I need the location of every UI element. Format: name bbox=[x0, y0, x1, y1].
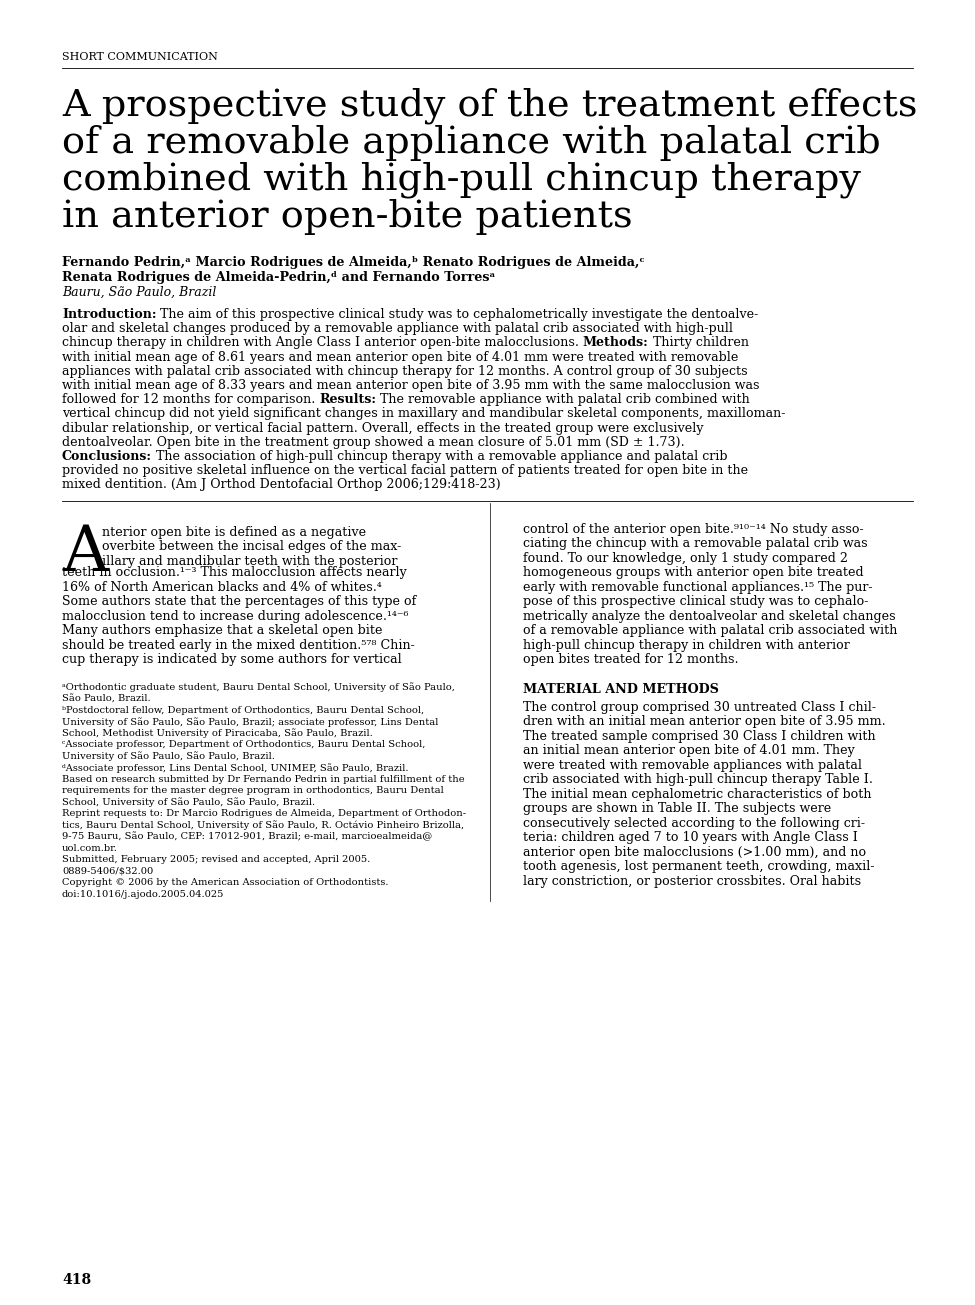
Text: Submitted, February 2005; revised and accepted, April 2005.: Submitted, February 2005; revised and ac… bbox=[62, 855, 370, 864]
Text: pose of this prospective clinical study was to cephalo-: pose of this prospective clinical study … bbox=[523, 595, 869, 608]
Text: Many authors emphasize that a skeletal open bite: Many authors emphasize that a skeletal o… bbox=[62, 624, 382, 637]
Text: combined with high-pull chincup therapy: combined with high-pull chincup therapy bbox=[62, 162, 861, 198]
Text: should be treated early in the mixed dentition.⁵⁷⁸ Chin-: should be treated early in the mixed den… bbox=[62, 638, 414, 651]
Text: illary and mandibular teeth with the posterior: illary and mandibular teeth with the pos… bbox=[102, 555, 398, 568]
Text: dren with an initial mean anterior open bite of 3.95 mm.: dren with an initial mean anterior open … bbox=[523, 715, 885, 728]
Text: crib associated with high-pull chincup therapy Table I.: crib associated with high-pull chincup t… bbox=[523, 773, 873, 786]
Text: homogeneous groups with anterior open bite treated: homogeneous groups with anterior open bi… bbox=[523, 566, 864, 579]
Text: provided no positive skeletal influence on the vertical facial pattern of patien: provided no positive skeletal influence … bbox=[62, 465, 748, 478]
Text: Copyright © 2006 by the American Association of Orthodontists.: Copyright © 2006 by the American Associa… bbox=[62, 878, 388, 887]
Text: A: A bbox=[62, 522, 108, 583]
Text: School, Methodist University of Piracicaba, São Paulo, Brazil.: School, Methodist University of Piracica… bbox=[62, 728, 372, 739]
Text: ᵈAssociate professor, Lins Dental School, UNIMEP, São Paulo, Brazil.: ᵈAssociate professor, Lins Dental School… bbox=[62, 763, 409, 773]
Text: requirements for the master degree program in orthodontics, Bauru Dental: requirements for the master degree progr… bbox=[62, 786, 444, 795]
Text: The removable appliance with palatal crib combined with: The removable appliance with palatal cri… bbox=[376, 393, 750, 406]
Text: Bauru, São Paulo, Brazil: Bauru, São Paulo, Brazil bbox=[62, 286, 216, 299]
Text: ᵇPostdoctoral fellow, Department of Orthodontics, Bauru Dental School,: ᵇPostdoctoral fellow, Department of Orth… bbox=[62, 706, 424, 715]
Text: Results:: Results: bbox=[319, 393, 376, 406]
Text: of a removable appliance with palatal crib associated with: of a removable appliance with palatal cr… bbox=[523, 624, 897, 637]
Text: School, University of São Paulo, São Paulo, Brazil.: School, University of São Paulo, São Pau… bbox=[62, 797, 315, 808]
Text: teeth in occlusion.¹⁻³ This malocclusion affects nearly: teeth in occlusion.¹⁻³ This malocclusion… bbox=[62, 566, 407, 579]
Text: high-pull chincup therapy in children with anterior: high-pull chincup therapy in children wi… bbox=[523, 638, 850, 651]
Text: uol.com.br.: uol.com.br. bbox=[62, 843, 118, 852]
Text: Renata Rodrigues de Almeida-Pedrin,ᵈ and Fernando Torresᵃ: Renata Rodrigues de Almeida-Pedrin,ᵈ and… bbox=[62, 271, 495, 284]
Text: 16% of North American blacks and 4% of whites.⁴: 16% of North American blacks and 4% of w… bbox=[62, 581, 382, 594]
Text: SHORT COMMUNICATION: SHORT COMMUNICATION bbox=[62, 52, 217, 63]
Text: found. To our knowledge, only 1 study compared 2: found. To our knowledge, only 1 study co… bbox=[523, 552, 848, 565]
Text: Methods:: Methods: bbox=[583, 337, 648, 350]
Text: chincup therapy in children with Angle Class I anterior open-bite malocclusions.: chincup therapy in children with Angle C… bbox=[62, 337, 583, 350]
Text: of a removable appliance with palatal crib: of a removable appliance with palatal cr… bbox=[62, 125, 880, 161]
Text: consecutively selected according to the following cri-: consecutively selected according to the … bbox=[523, 817, 865, 830]
Text: followed for 12 months for comparison.: followed for 12 months for comparison. bbox=[62, 393, 319, 406]
Text: The control group comprised 30 untreated Class I chil-: The control group comprised 30 untreated… bbox=[523, 701, 876, 714]
Text: in anterior open-bite patients: in anterior open-bite patients bbox=[62, 198, 633, 235]
Text: groups are shown in Table II. The subjects were: groups are shown in Table II. The subjec… bbox=[523, 803, 832, 816]
Text: Based on research submitted by Dr Fernando Pedrin in partial fulfillment of the: Based on research submitted by Dr Fernan… bbox=[62, 775, 465, 783]
Text: The treated sample comprised 30 Class I children with: The treated sample comprised 30 Class I … bbox=[523, 729, 876, 743]
Text: A prospective study of the treatment effects: A prospective study of the treatment eff… bbox=[62, 87, 917, 124]
Text: early with removable functional appliances.¹⁵ The pur-: early with removable functional applianc… bbox=[523, 581, 873, 594]
Text: São Paulo, Brazil.: São Paulo, Brazil. bbox=[62, 694, 150, 703]
Text: olar and skeletal changes produced by a removable appliance with palatal crib as: olar and skeletal changes produced by a … bbox=[62, 322, 733, 335]
Text: with initial mean age of 8.33 years and mean anterior open bite of 3.95 mm with : with initial mean age of 8.33 years and … bbox=[62, 378, 760, 392]
Text: with initial mean age of 8.61 years and mean anterior open bite of 4.01 mm were : with initial mean age of 8.61 years and … bbox=[62, 351, 738, 364]
Text: dentoalveolar. Open bite in the treatment group showed a mean closure of 5.01 mm: dentoalveolar. Open bite in the treatmen… bbox=[62, 436, 684, 449]
Text: open bites treated for 12 months.: open bites treated for 12 months. bbox=[523, 652, 738, 666]
Text: tics, Bauru Dental School, University of São Paulo, R. Octávio Pinheiro Brizolla: tics, Bauru Dental School, University of… bbox=[62, 821, 464, 830]
Text: Introduction:: Introduction: bbox=[62, 308, 157, 321]
Text: teria: children aged 7 to 10 years with Angle Class I: teria: children aged 7 to 10 years with … bbox=[523, 831, 858, 844]
Text: ᵃOrthodontic graduate student, Bauru Dental School, University of São Paulo,: ᵃOrthodontic graduate student, Bauru Den… bbox=[62, 683, 455, 693]
Text: tooth agenesis, lost permanent teeth, crowding, maxil-: tooth agenesis, lost permanent teeth, cr… bbox=[523, 860, 875, 873]
Text: Reprint requests to: Dr Marcio Rodrigues de Almeida, Department of Orthodon-: Reprint requests to: Dr Marcio Rodrigues… bbox=[62, 809, 466, 818]
Text: Conclusions:: Conclusions: bbox=[62, 450, 152, 463]
Text: The initial mean cephalometric characteristics of both: The initial mean cephalometric character… bbox=[523, 788, 872, 800]
Text: MATERIAL AND METHODS: MATERIAL AND METHODS bbox=[523, 683, 719, 696]
Text: 0889-5406/$32.00: 0889-5406/$32.00 bbox=[62, 867, 153, 876]
Text: lary constriction, or posterior crossbites. Oral habits: lary constriction, or posterior crossbit… bbox=[523, 874, 861, 887]
Text: nterior open bite is defined as a negative: nterior open bite is defined as a negati… bbox=[102, 526, 367, 539]
Text: The aim of this prospective clinical study was to cephalometrically investigate : The aim of this prospective clinical stu… bbox=[157, 308, 759, 321]
Text: mixed dentition. (Am J Orthod Dentofacial Orthop 2006;129:418-23): mixed dentition. (Am J Orthod Dentofacia… bbox=[62, 479, 501, 492]
Text: vertical chincup did not yield significant changes in maxillary and mandibular s: vertical chincup did not yield significa… bbox=[62, 407, 786, 420]
Text: Some authors state that the percentages of this type of: Some authors state that the percentages … bbox=[62, 595, 416, 608]
Text: ᶜAssociate professor, Department of Orthodontics, Bauru Dental School,: ᶜAssociate professor, Department of Orth… bbox=[62, 740, 425, 749]
Text: University of São Paulo, São Paulo, Brazil; associate professor, Lins Dental: University of São Paulo, São Paulo, Braz… bbox=[62, 718, 439, 727]
Text: were treated with removable appliances with palatal: were treated with removable appliances w… bbox=[523, 758, 862, 771]
Text: University of São Paulo, São Paulo, Brazil.: University of São Paulo, São Paulo, Braz… bbox=[62, 752, 275, 761]
Text: cup therapy is indicated by some authors for vertical: cup therapy is indicated by some authors… bbox=[62, 652, 402, 666]
Text: control of the anterior open bite.⁹¹⁰⁻¹⁴ No study asso-: control of the anterior open bite.⁹¹⁰⁻¹⁴… bbox=[523, 522, 864, 535]
Text: malocclusion tend to increase during adolescence.¹⁴⁻⁶: malocclusion tend to increase during ado… bbox=[62, 609, 409, 622]
Text: 418: 418 bbox=[62, 1272, 91, 1287]
Text: 9-75 Bauru, São Paulo, CEP: 17012-901, Brazil; e-mail, marcioealmeida@: 9-75 Bauru, São Paulo, CEP: 17012-901, B… bbox=[62, 833, 432, 842]
Text: an initial mean anterior open bite of 4.01 mm. They: an initial mean anterior open bite of 4.… bbox=[523, 744, 855, 757]
Text: Fernando Pedrin,ᵃ Marcio Rodrigues de Almeida,ᵇ Renato Rodrigues de Almeida,ᶜ: Fernando Pedrin,ᵃ Marcio Rodrigues de Al… bbox=[62, 256, 644, 269]
Text: appliances with palatal crib associated with chincup therapy for 12 months. A co: appliances with palatal crib associated … bbox=[62, 365, 748, 378]
Text: doi:10.1016/j.ajodo.2005.04.025: doi:10.1016/j.ajodo.2005.04.025 bbox=[62, 890, 224, 899]
Text: dibular relationship, or vertical facial pattern. Overall, effects in the treate: dibular relationship, or vertical facial… bbox=[62, 422, 704, 435]
Text: The association of high-pull chincup therapy with a removable appliance and pala: The association of high-pull chincup the… bbox=[152, 450, 727, 463]
Text: metrically analyze the dentoalveolar and skeletal changes: metrically analyze the dentoalveolar and… bbox=[523, 609, 896, 622]
Text: Thirty children: Thirty children bbox=[648, 337, 749, 350]
Text: ciating the chincup with a removable palatal crib was: ciating the chincup with a removable pal… bbox=[523, 538, 868, 551]
Text: overbite between the incisal edges of the max-: overbite between the incisal edges of th… bbox=[102, 540, 402, 553]
Text: anterior open bite malocclusions (>1.00 mm), and no: anterior open bite malocclusions (>1.00 … bbox=[523, 846, 866, 859]
